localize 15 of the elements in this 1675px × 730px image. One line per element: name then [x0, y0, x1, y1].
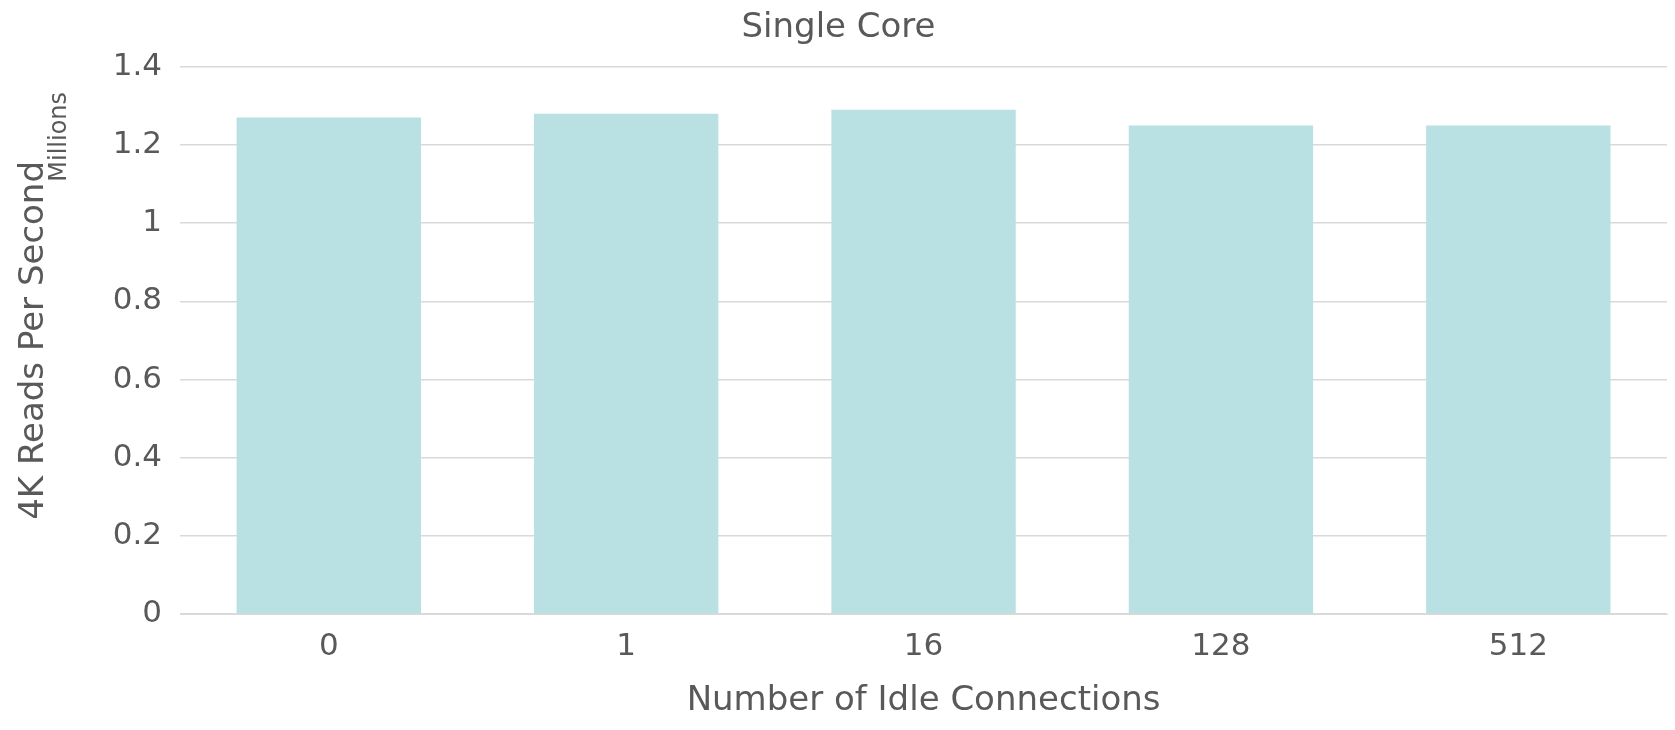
x-tick-label: 1	[616, 625, 637, 662]
y-tick-label: 1	[142, 202, 163, 239]
chart-title: Single Core	[741, 5, 936, 46]
y-tick-label: 0.6	[112, 358, 163, 395]
y-tick-label: 1.4	[112, 45, 163, 82]
x-axis-title: Number of Idle Connections	[686, 678, 1161, 719]
y-tick-label: 0.8	[112, 280, 163, 317]
y-tick-label: 0	[142, 593, 163, 630]
y-tick-label: 0.2	[112, 514, 163, 551]
x-tick-label: 512	[1488, 625, 1548, 662]
x-tick-label: 128	[1191, 625, 1251, 662]
y-tick-label: 1.2	[112, 124, 163, 161]
y-tick-label: 0.4	[112, 436, 163, 473]
x-tick-label: 0	[318, 625, 339, 662]
x-tick-label: 16	[903, 625, 944, 662]
